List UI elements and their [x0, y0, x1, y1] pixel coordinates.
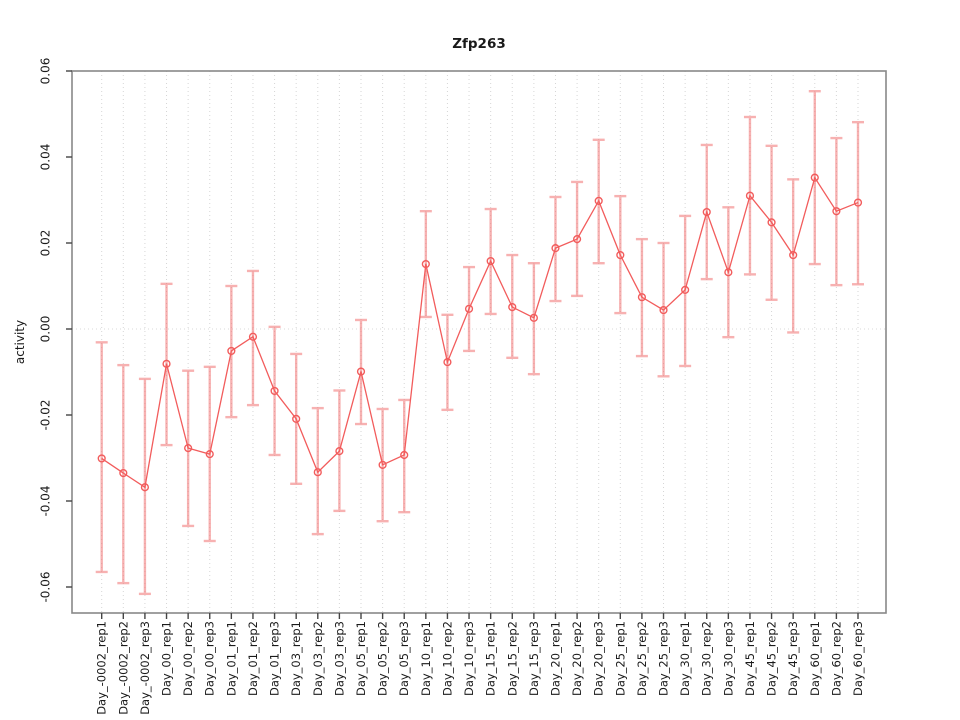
data-point: [832, 207, 841, 216]
x-tick-label: Day_45_rep3: [786, 621, 800, 696]
data-point: [767, 218, 776, 227]
x-tick-label: Day_30_rep3: [721, 621, 735, 696]
data-point: [594, 196, 603, 205]
data-point: [464, 304, 474, 313]
data-point: [140, 483, 150, 492]
data-point: [637, 293, 647, 302]
data-point: [486, 256, 495, 266]
data-point: [616, 250, 625, 260]
x-tick-label: Day_30_rep2: [700, 621, 714, 696]
data-point: [292, 414, 301, 423]
data-point: [400, 450, 409, 460]
data-point: [421, 259, 430, 269]
data-point: [184, 444, 193, 453]
x-tick-label: Day_15_rep3: [527, 621, 541, 696]
x-tick-label: Day_20_rep1: [548, 621, 562, 696]
x-tick-label: Day_00_rep2: [181, 621, 195, 696]
x-tick-label: Day_25_rep1: [613, 621, 627, 696]
x-tick-label: Day_15_rep1: [484, 621, 498, 696]
y-tick-label: -0.06: [39, 571, 53, 602]
y-tick-label: 0.04: [39, 144, 53, 171]
x-tick-label: Day_25_rep2: [635, 621, 649, 696]
data-point: [162, 359, 171, 368]
data-point: [378, 460, 387, 469]
data-point: [810, 173, 819, 182]
x-tick-label: Day_03_rep3: [332, 621, 346, 696]
x-tick-label: Day_30_rep1: [678, 621, 692, 696]
data-point: [313, 468, 322, 477]
x-tick-label: Day_45_rep2: [765, 621, 779, 696]
x-tick-label: Day_05_rep1: [354, 621, 368, 696]
data-point: [508, 302, 517, 312]
x-tick-label: Day_03_rep1: [289, 621, 303, 696]
data-point: [248, 332, 258, 341]
data-point: [119, 468, 128, 478]
data-point: [702, 207, 711, 217]
x-tick-label: Day_03_rep2: [311, 621, 325, 696]
y-tick-label: 0.00: [39, 316, 53, 343]
x-tick-label: Day_60_rep2: [829, 621, 843, 696]
x-tick-label: Day_01_rep1: [224, 621, 238, 696]
chart-title: Zfp263: [452, 36, 506, 52]
x-tick-label: Day_20_rep3: [592, 621, 606, 696]
y-tick-label: -0.02: [39, 399, 53, 430]
x-tick-label: Day_15_rep2: [505, 621, 519, 696]
x-tick-label: Day_01_rep3: [268, 621, 282, 696]
data-point: [572, 235, 582, 244]
data-point: [529, 313, 538, 322]
y-tick-label: 0.02: [39, 230, 53, 257]
x-tick-label: Day_00_rep3: [203, 621, 217, 696]
data-point: [270, 386, 279, 396]
data-point: [335, 447, 344, 456]
plot-frame: [71, 70, 887, 614]
data-point: [789, 250, 798, 260]
x-tick-label: Day_-0002_rep3: [138, 621, 152, 715]
data-point: [853, 198, 863, 207]
data-point: [205, 450, 214, 459]
data-point: [97, 454, 106, 463]
x-tick-label: Day_00_rep1: [160, 621, 174, 696]
data-point: [724, 268, 733, 277]
data-point: [356, 367, 366, 376]
data-point: [745, 191, 755, 200]
y-tick-label: 0.06: [39, 58, 53, 85]
data-point: [443, 358, 452, 367]
x-tick-label: Day_-0002_rep1: [95, 621, 109, 715]
data-point: [681, 285, 690, 294]
series-line: [101, 176, 859, 489]
y-tick-label: -0.04: [39, 485, 53, 516]
x-tick-label: Day_10_rep1: [419, 621, 433, 696]
data-point: [551, 244, 560, 253]
data-point: [659, 305, 668, 315]
y-axis-label: activity: [13, 320, 27, 364]
x-tick-label: Day_05_rep3: [397, 621, 411, 696]
x-tick-label: Day_10_rep2: [440, 621, 454, 696]
x-tick-label: Day_20_rep2: [570, 621, 584, 696]
data-point: [227, 346, 236, 356]
x-tick-label: Day_60_rep3: [851, 621, 865, 696]
x-tick-label: Day_45_rep1: [743, 621, 757, 696]
x-tick-label: Day_10_rep3: [462, 621, 476, 696]
x-tick-label: Day_60_rep1: [808, 621, 822, 696]
x-tick-label: Day_-0002_rep2: [116, 621, 130, 715]
x-tick-label: Day_05_rep2: [376, 621, 390, 696]
x-tick-label: Day_25_rep3: [657, 621, 671, 696]
x-tick-label: Day_01_rep2: [246, 621, 260, 696]
